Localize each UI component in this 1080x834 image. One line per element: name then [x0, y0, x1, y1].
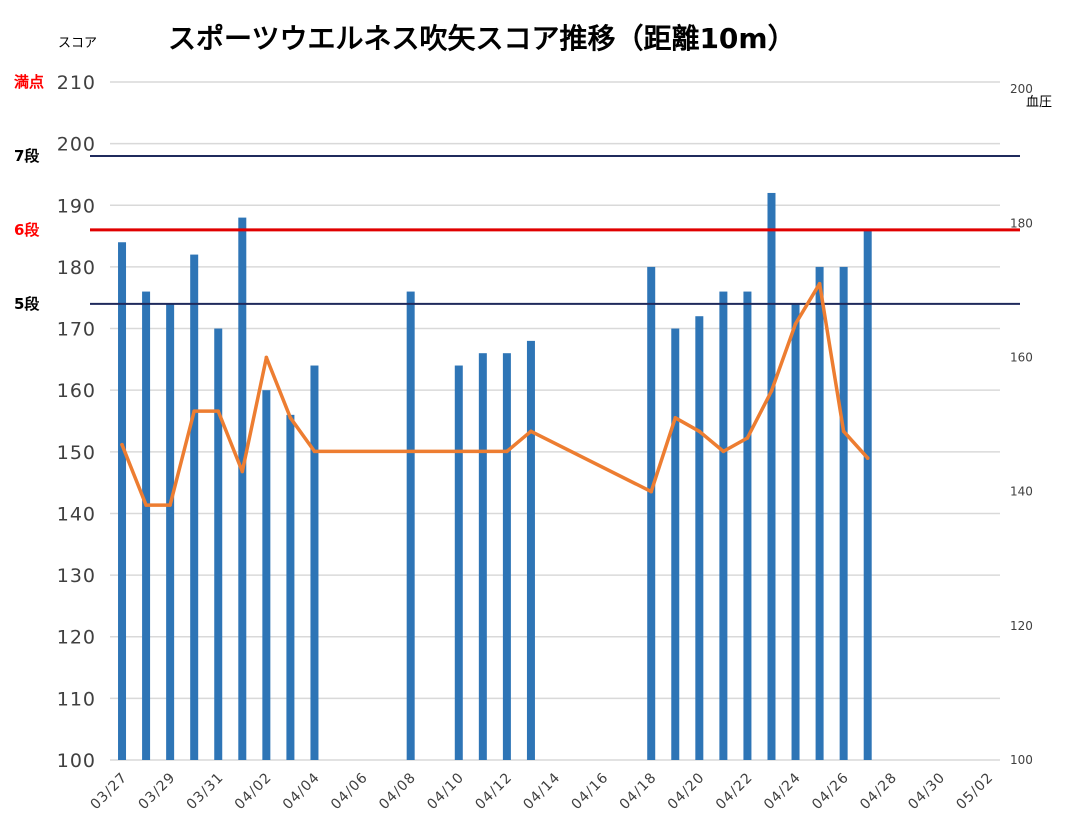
- bar-04-13: [526, 340, 535, 760]
- y2-axis-title: 血圧: [1026, 95, 1052, 110]
- bp-point-04-13: [529, 429, 533, 434]
- x-tick-label-04-20: 04/20: [665, 770, 708, 813]
- y2-axis-ticks: 100 120 140 160 180 200: [1010, 82, 1033, 767]
- bp-point-04-20: [697, 429, 702, 434]
- bp-point-03-28: [144, 503, 148, 507]
- rank-reference-lines: 満点 7段 6段 5段: [14, 73, 1020, 313]
- bar-04-25: [815, 266, 824, 760]
- bar-03-29: [166, 303, 175, 760]
- x-tick-label-05-02: 05/02: [953, 770, 996, 813]
- bp-point-04-19: [673, 416, 678, 420]
- x-tick-label-04-18: 04/18: [617, 770, 660, 813]
- x-tick-label-04-16: 04/16: [569, 770, 612, 813]
- bar-04-04: [310, 365, 319, 760]
- x-tick-label-03-31: 03/31: [184, 770, 227, 813]
- bar-04-21: [719, 291, 728, 760]
- x-tick-label-04-04: 04/04: [280, 770, 323, 813]
- bar-04-18: [647, 266, 656, 760]
- x-tick-label-04-24: 04/24: [761, 770, 804, 813]
- y2-tick-label-120: 120: [1010, 619, 1033, 633]
- bp-point-04-25: [817, 281, 822, 286]
- y-tick-label-170: 170: [57, 319, 96, 341]
- chart-title: スポーツウエルネス吹矢スコア推移（距離10m）: [168, 22, 796, 55]
- bar-04-27: [863, 229, 872, 761]
- y-tick-label-210: 210: [57, 72, 96, 94]
- y-tick-label-120: 120: [57, 627, 96, 649]
- x-tick-label-04-22: 04/22: [713, 770, 756, 813]
- bar-04-01: [238, 217, 247, 761]
- bp-point-04-18: [649, 489, 654, 494]
- gridlines: [110, 81, 1000, 761]
- x-axis-ticks: 03/27 03/29 03/31 04/02 04/04 04/06 04/08 04/10…: [87, 770, 996, 813]
- bp-point-04-21: [721, 449, 726, 454]
- y-tick-label-130: 130: [57, 565, 96, 587]
- y2-tick-label-180: 180: [1010, 216, 1033, 230]
- bp-point-04-27: [865, 456, 870, 460]
- bp-point-04-26: [841, 429, 846, 434]
- bar-04-22: [743, 291, 752, 760]
- reference-label-7段: 7段: [14, 147, 39, 165]
- bar-04-08: [406, 291, 415, 760]
- bar-04-02: [262, 390, 271, 760]
- bp-point-04-04: [312, 449, 317, 454]
- x-tick-label-04-28: 04/28: [857, 770, 900, 813]
- bar-04-19: [671, 328, 680, 760]
- bp-point-04-12: [505, 449, 509, 454]
- y-tick-label-110: 110: [57, 688, 96, 710]
- bar-04-10: [454, 365, 463, 760]
- y-axis-title: スコア: [58, 36, 97, 51]
- x-tick-label-04-30: 04/30: [905, 770, 948, 813]
- bp-point-04-01: [240, 469, 245, 474]
- y-axis-ticks: 100 110 120 130 140 150 160 170 180 190 200 210: [57, 72, 96, 772]
- x-tick-label-04-12: 04/12: [472, 770, 515, 813]
- bar-04-11: [478, 353, 487, 760]
- bp-point-04-22: [745, 436, 750, 440]
- x-tick-label-04-10: 04/10: [424, 770, 467, 813]
- bp-point-04-23: [769, 389, 774, 393]
- score-bars: [118, 192, 872, 761]
- y2-tick-label-200: 200: [1010, 82, 1033, 96]
- bar-03-30: [190, 254, 199, 760]
- bar-04-12: [502, 353, 511, 760]
- y-tick-label-180: 180: [57, 257, 96, 279]
- x-tick-label-04-26: 04/26: [809, 770, 852, 813]
- y-tick-label-200: 200: [57, 134, 96, 156]
- bp-point-03-30: [192, 409, 196, 413]
- x-tick-label-03-29: 03/29: [136, 770, 179, 813]
- bp-point-03-29: [168, 503, 172, 507]
- reference-label-満点: 満点: [14, 73, 44, 91]
- blood-pressure-line: [120, 281, 870, 507]
- y-tick-label-100: 100: [57, 750, 96, 772]
- x-tick-label-04-02: 04/02: [232, 770, 275, 813]
- bar-03-27: [118, 242, 127, 761]
- bar-04-03: [286, 414, 295, 760]
- x-tick-label-03-27: 03/27: [87, 770, 130, 813]
- y2-tick-label-100: 100: [1010, 753, 1033, 767]
- bp-point-04-03: [288, 416, 293, 420]
- bar-04-24: [791, 303, 800, 760]
- reference-label-5段: 5段: [14, 295, 39, 313]
- bar-04-26: [839, 266, 848, 760]
- blood-pressure-series-line: [120, 281, 870, 507]
- bar-03-31: [214, 328, 223, 760]
- bp-point-04-02: [264, 355, 269, 360]
- y-tick-label-150: 150: [57, 442, 96, 464]
- y-tick-label-140: 140: [57, 503, 96, 525]
- y2-tick-label-140: 140: [1010, 485, 1033, 499]
- reference-label-6段: 6段: [14, 221, 39, 239]
- x-tick-label-04-14: 04/14: [520, 770, 563, 813]
- x-tick-label-04-06: 04/06: [328, 770, 371, 813]
- bp-point-04-24: [793, 322, 798, 326]
- bp-point-03-31: [216, 409, 221, 413]
- y-tick-label-160: 160: [57, 380, 96, 402]
- bp-point-03-27: [120, 442, 124, 447]
- bar-04-23: [767, 192, 776, 761]
- bar-04-20: [695, 316, 704, 760]
- bar-03-28: [142, 291, 151, 760]
- x-tick-label-04-08: 04/08: [376, 770, 419, 813]
- y-tick-label-190: 190: [57, 195, 96, 217]
- y2-tick-label-160: 160: [1010, 350, 1033, 364]
